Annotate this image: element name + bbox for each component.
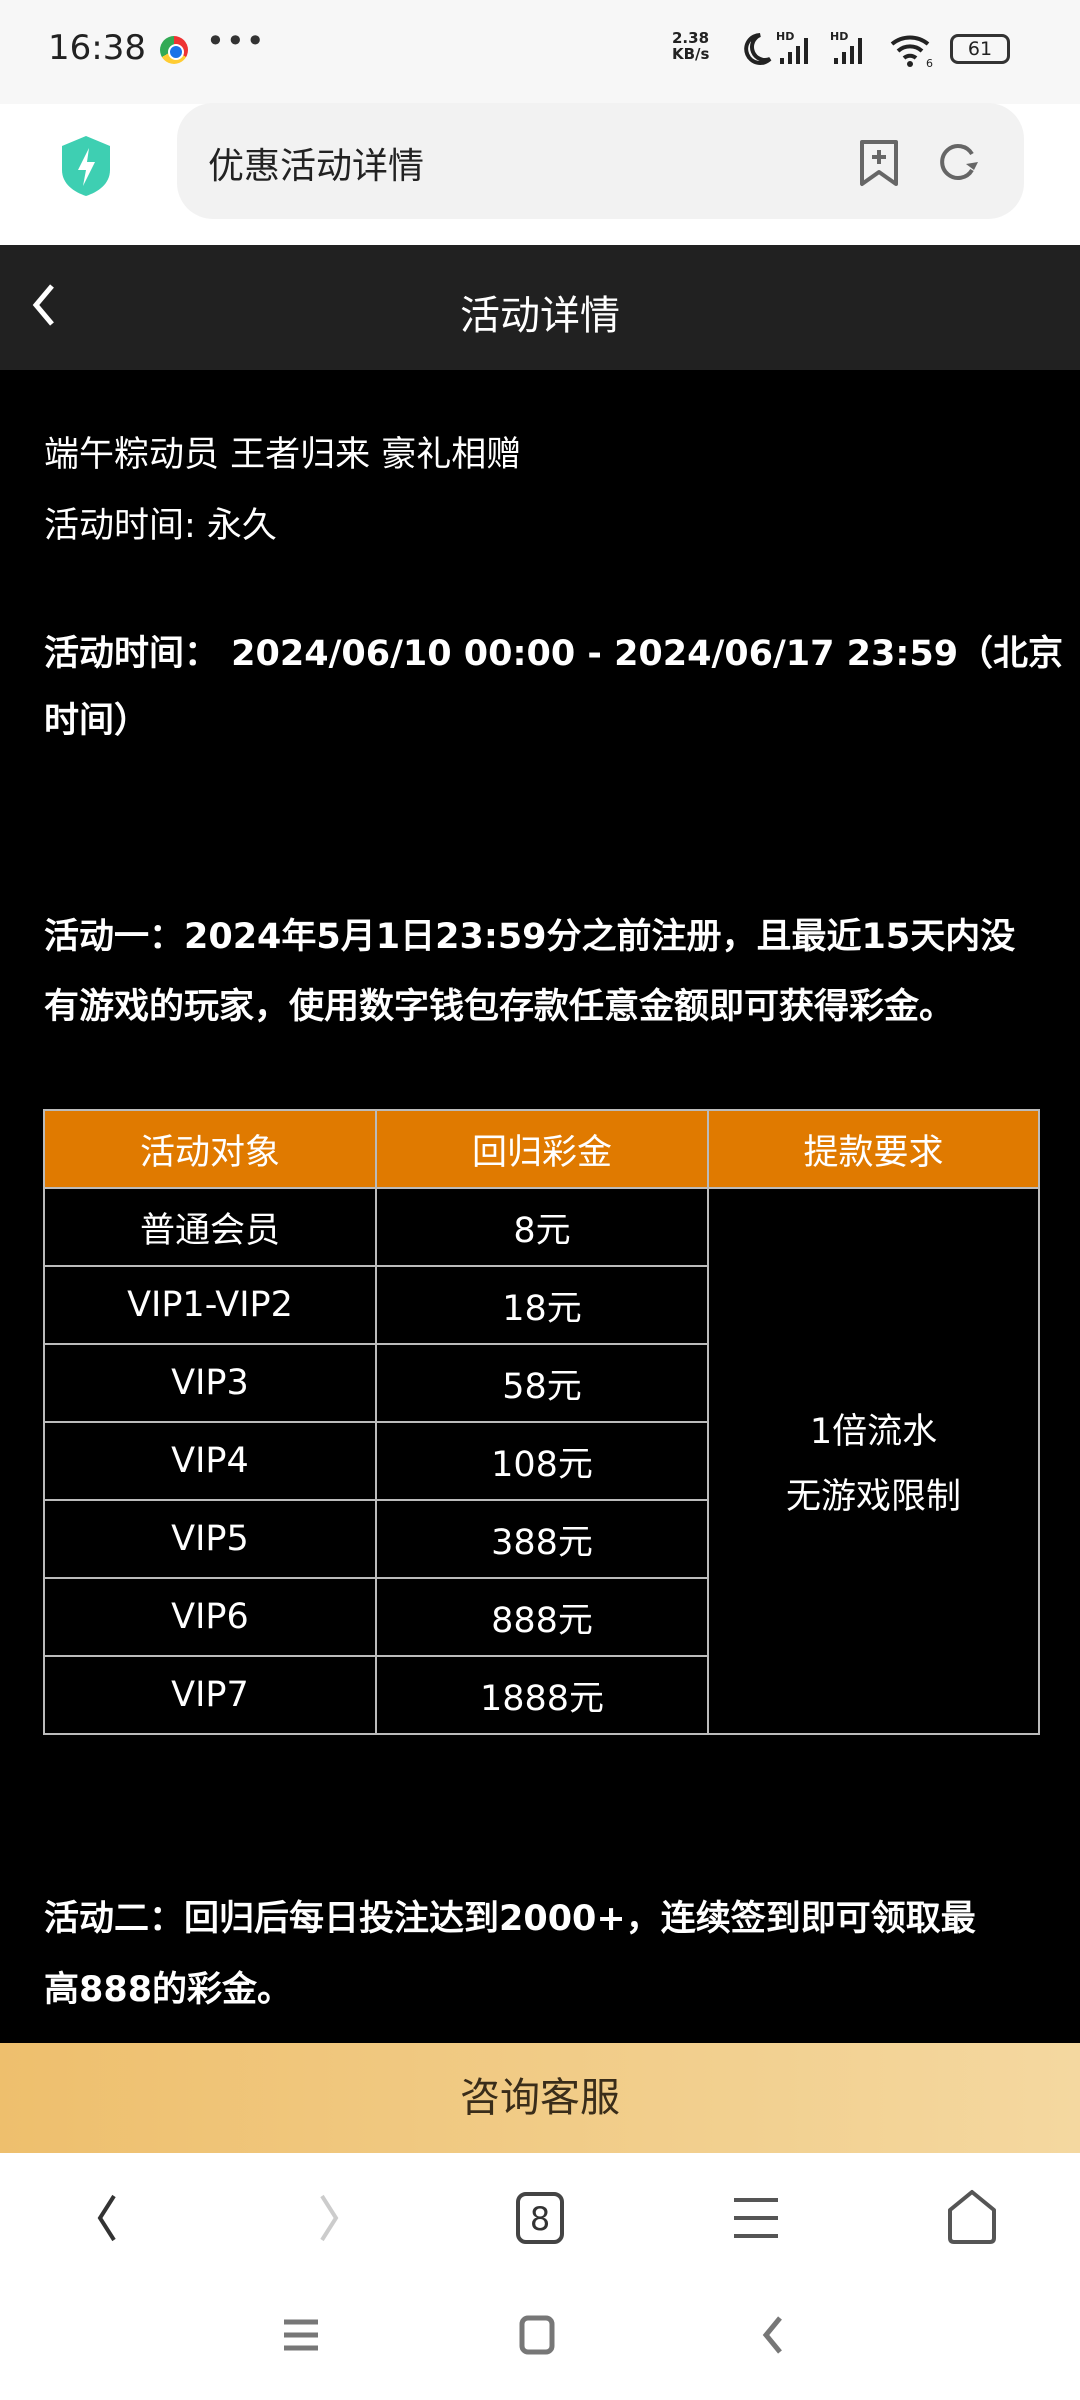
speed-value: 2.38 xyxy=(672,29,710,47)
table-row: VIP7 1888元 xyxy=(43,1655,1039,1735)
member-level: 普通会员 xyxy=(43,1187,377,1267)
activity-one-line1: 活动一：2024年5月1日23:59分之前注册，且最近15天内没 xyxy=(44,917,1016,957)
bonus-amount: 108元 xyxy=(375,1421,709,1501)
member-level: VIP1-VIP2 xyxy=(43,1265,377,1345)
more-notifications-icon: ••• xyxy=(206,22,266,60)
cell-signal-1-icon: HD xyxy=(776,30,808,64)
system-back-icon[interactable] xyxy=(748,2310,798,2360)
member-level: VIP6 xyxy=(43,1577,377,1657)
bonus-amount: 8元 xyxy=(375,1187,709,1267)
table-row: VIP6 888元 xyxy=(43,1577,1039,1657)
bonus-amount: 1888元 xyxy=(375,1655,709,1735)
cell-signal-2-icon: HD xyxy=(830,30,862,64)
promo-duration: 活动时间: 永久 xyxy=(44,506,277,546)
requirement-line2: 无游戏限制 xyxy=(785,1477,961,1517)
system-home-icon[interactable] xyxy=(512,2310,562,2360)
address-bar[interactable] xyxy=(177,103,1024,219)
address-bar-title[interactable]: 优惠活动详情 xyxy=(208,146,425,187)
bonus-table: 活动对象 回归彩金 提款要求 普通会员 8元 1倍流水无游戏限制 VIP1-VIP… xyxy=(43,1109,1040,1735)
table-header-row: 活动对象 回归彩金 提款要求 xyxy=(43,1109,1040,1189)
svg-text:HD: HD xyxy=(776,30,794,43)
table-row: VIP3 58元 xyxy=(43,1343,1039,1423)
recent-apps-icon[interactable] xyxy=(276,2310,326,2360)
member-level: VIP4 xyxy=(43,1421,377,1501)
activity-one-line2: 有游戏的玩家，使用数字钱包存款任意金额即可获得彩金。 xyxy=(44,987,955,1027)
menu-icon[interactable] xyxy=(726,2188,786,2248)
svg-text:6: 6 xyxy=(926,57,933,68)
browser-forward-icon[interactable] xyxy=(298,2188,358,2248)
requirement-line1: 1倍流水 xyxy=(809,1412,938,1452)
bonus-amount: 388元 xyxy=(375,1499,709,1579)
page-title: 活动详情 xyxy=(460,293,620,339)
bonus-amount: 18元 xyxy=(375,1265,709,1345)
svg-text:8: 8 xyxy=(530,2200,550,2238)
chrome-notification-icon xyxy=(160,36,188,64)
column-header: 提款要求 xyxy=(707,1109,1040,1189)
member-level: VIP5 xyxy=(43,1499,377,1579)
home-icon[interactable] xyxy=(942,2188,1002,2248)
page-header xyxy=(0,245,1080,370)
wifi-icon: 6 xyxy=(890,35,933,68)
svg-text:HD: HD xyxy=(830,30,848,43)
activity-two-line2: 高888的彩金。 xyxy=(44,1970,293,2010)
column-header: 活动对象 xyxy=(43,1109,377,1189)
add-bookmark-icon[interactable] xyxy=(858,138,900,188)
reload-icon[interactable] xyxy=(936,140,982,186)
table-row: VIP5 388元 xyxy=(43,1499,1039,1579)
security-shield-icon[interactable] xyxy=(58,134,114,198)
battery-indicator: 61 xyxy=(950,34,1010,64)
browser-back-icon[interactable] xyxy=(76,2188,136,2248)
tabs-icon[interactable]: 8 xyxy=(510,2188,570,2248)
table-row: VIP4 108元 xyxy=(43,1421,1039,1501)
column-header: 回归彩金 xyxy=(375,1109,709,1189)
withdrawal-requirement: 1倍流水无游戏限制 xyxy=(707,1187,1040,1735)
speed-unit: KB/s xyxy=(672,45,710,63)
activity-two-line1: 活动二：回归后每日投注达到2000+，连续签到即可领取最 xyxy=(44,1899,976,1939)
clock: 16:38 xyxy=(48,28,146,68)
event-time-line1: 活动时间： 2024/06/10 00:00 - 2024/06/17 23:5… xyxy=(44,634,1064,674)
member-level: VIP7 xyxy=(43,1655,377,1735)
back-icon[interactable] xyxy=(30,282,60,328)
contact-support-button[interactable]: 咨询客服 xyxy=(0,2043,1080,2153)
promo-title: 端午粽动员 王者归来 豪礼相赠 xyxy=(44,435,522,475)
member-level: VIP3 xyxy=(43,1343,377,1423)
table-row: 普通会员 8元 1倍流水无游戏限制 xyxy=(43,1187,1040,1735)
event-time-line2: 时间） xyxy=(44,701,150,741)
bonus-amount: 58元 xyxy=(375,1343,709,1423)
bonus-amount: 888元 xyxy=(375,1577,709,1657)
table-row: VIP1-VIP2 18元 xyxy=(43,1265,1039,1345)
do-not-disturb-moon-icon xyxy=(744,33,772,65)
network-speed: 2.38 KB/s xyxy=(672,30,709,62)
